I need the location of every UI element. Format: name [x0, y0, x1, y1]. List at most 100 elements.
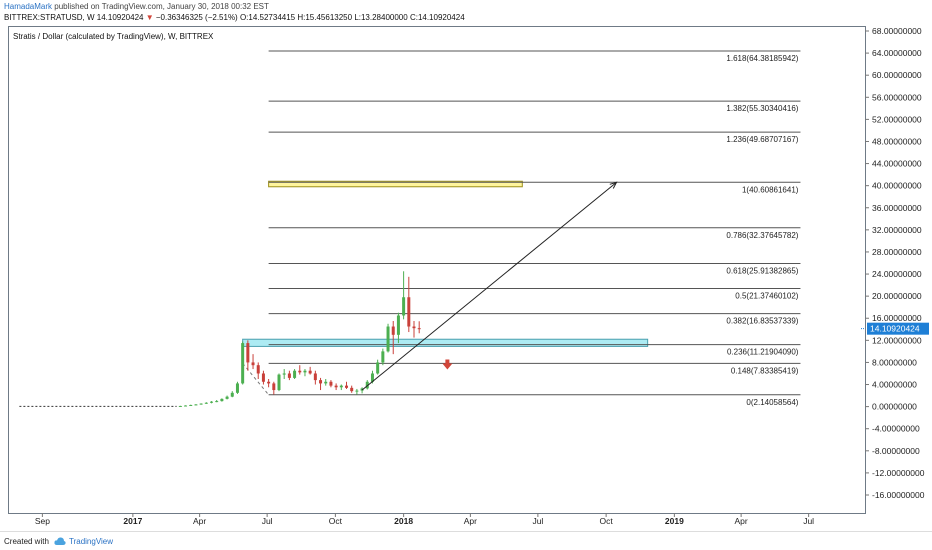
x-tick-label: Apr: [464, 516, 477, 526]
y-tick-label: 40.00000000: [872, 181, 922, 191]
candle-body: [220, 398, 224, 402]
candle-body: [324, 381, 328, 384]
y-tick-label: -16.00000000: [872, 490, 925, 500]
tradingview-cloud-icon: [54, 537, 66, 545]
candle-body: [391, 326, 395, 335]
fib-level-label: 0.148(7.83385419): [731, 366, 799, 375]
candle-body: [230, 392, 234, 397]
y-tick-label: 16.00000000: [872, 313, 922, 323]
change-value: −0.36346325 (−2.51%): [155, 13, 238, 22]
candle-body: [204, 402, 208, 404]
fib-level-label: 1.382(55.30340416): [726, 104, 798, 113]
low-value: L:13.28400000: [354, 13, 408, 22]
trend-arrow-head: [609, 181, 618, 189]
candle-body: [365, 381, 369, 389]
candle-body: [313, 373, 317, 381]
last-price-label: 14.10920424: [870, 324, 920, 334]
candle-body: [194, 404, 198, 406]
trend-arrow-line: [361, 181, 617, 391]
candle-body: [303, 370, 307, 373]
chart-pane[interactable]: [8, 26, 866, 514]
x-tick-label: Apr: [735, 516, 748, 526]
candle-body: [184, 405, 188, 407]
y-tick-label: 4.00000000: [872, 380, 917, 390]
y-tick-label: 52.00000000: [872, 114, 922, 124]
x-tick-label: Jul: [803, 516, 814, 526]
y-tick-label: 44.00000000: [872, 159, 922, 169]
yellow-zone: [268, 180, 523, 188]
y-tick-label: 68.00000000: [872, 26, 922, 36]
y-tick-label: 32.00000000: [872, 225, 922, 235]
candle-body: [370, 373, 374, 382]
candle-body: [225, 396, 229, 399]
y-tick-label: 20.00000000: [872, 291, 922, 301]
symbol-label[interactable]: BITTREX:STRATUSD, W: [4, 13, 95, 22]
y-tick-label: 36.00000000: [872, 203, 922, 213]
chart-header: HamadaMark published on TradingView.com,…: [4, 2, 928, 23]
x-tick-label: Jul: [532, 516, 543, 526]
x-tick-label: Sep: [35, 516, 50, 526]
last-value: 14.10920424: [96, 13, 144, 22]
author-link[interactable]: HamadaMark: [4, 2, 53, 11]
candle-body: [319, 380, 323, 384]
x-tick-label: Jul: [262, 516, 273, 526]
candle-body: [215, 401, 219, 403]
candle-body: [210, 401, 214, 403]
candle-body: [345, 385, 349, 388]
x-tick-label: 2017: [123, 516, 142, 526]
y-tick-label: 24.00000000: [872, 269, 922, 279]
candle-body: [287, 373, 291, 378]
x-tick-label: 2018: [394, 516, 413, 526]
y-tick-label: -4.00000000: [872, 424, 920, 434]
y-tick-label: -12.00000000: [872, 468, 925, 478]
fib-level-label: 0.618(25.91382865): [726, 266, 798, 275]
candle-body: [261, 373, 265, 382]
candle-body: [407, 297, 411, 327]
fib-level-label: 0.236(11.21904090): [727, 348, 799, 357]
last-price-tag: [867, 322, 929, 335]
y-tick-label: 0.00000000: [872, 402, 917, 412]
x-tick-label: 2019: [665, 516, 684, 526]
tradingview-link[interactable]: TradingView: [69, 537, 114, 546]
candle-body: [199, 403, 203, 405]
candle-body: [308, 370, 312, 374]
candle-body: [293, 370, 297, 378]
candle-body: [355, 390, 359, 392]
chart-title: Stratis / Dollar (calculated by TradingV…: [13, 32, 214, 41]
y-tick-label: 8.00000000: [872, 357, 917, 367]
y-tick-label: 28.00000000: [872, 247, 922, 257]
y-tick-label: 60.00000000: [872, 70, 922, 80]
fib-anchor-line: [242, 363, 270, 396]
candle-body: [381, 351, 385, 363]
candle-body: [251, 362, 255, 366]
candle-body: [396, 315, 400, 335]
fib-level-label: 1.236(49.68707167): [726, 135, 798, 144]
candle-body: [235, 383, 239, 393]
candle-body: [189, 404, 193, 406]
x-tick-label: Oct: [600, 516, 614, 526]
candle-body: [256, 365, 260, 374]
candle-body: [339, 385, 343, 388]
y-tick-label: 64.00000000: [872, 48, 922, 58]
candle-body: [417, 328, 421, 330]
fib-level-label: 0.382(16.83537339): [726, 317, 798, 326]
candle-body: [272, 383, 276, 391]
y-tick-label: 56.00000000: [872, 92, 922, 102]
created-with-text: Created with: [4, 537, 49, 546]
candle-body: [402, 297, 406, 316]
fib-level-label: 1.618(64.38185942): [726, 54, 798, 63]
publish-info: HamadaMark published on TradingView.com,…: [4, 2, 928, 12]
fib-level-label: 0(2.14058564): [746, 398, 798, 407]
x-tick-label: Oct: [329, 516, 343, 526]
high-value: H:15.45613250: [297, 13, 353, 22]
close-value: C:14.10920424: [409, 13, 465, 22]
candle-body: [376, 362, 380, 374]
change-down-icon: ▼: [145, 13, 154, 22]
candle-body: [298, 370, 302, 373]
candle-body: [350, 387, 354, 392]
candle-body: [277, 374, 281, 391]
candle-body: [267, 381, 271, 384]
publish-text: published on TradingView.com, January 30…: [52, 2, 269, 11]
candle-body: [246, 343, 250, 363]
